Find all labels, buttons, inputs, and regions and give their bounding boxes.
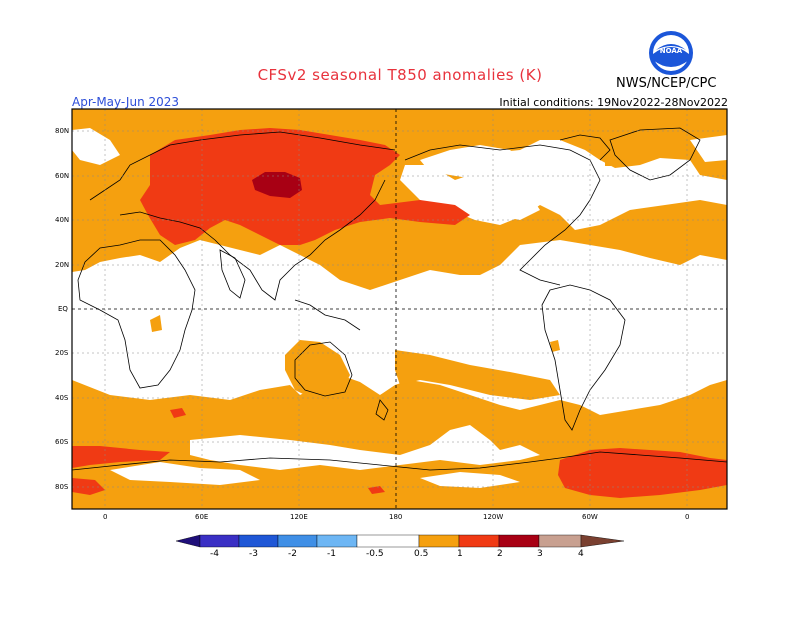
colorbar: [175, 534, 625, 548]
colorbar-swatch: [199, 534, 240, 548]
colorbar-swatch: [538, 534, 582, 548]
colorbar-label: -4: [210, 549, 219, 559]
colorbar-lower-triangle: [175, 534, 201, 548]
reference-lines: [72, 109, 727, 509]
lon-label: 180: [389, 513, 403, 521]
anomaly-neutral-regions: [72, 128, 727, 488]
noaa-logo-icon: NOAA: [649, 31, 693, 75]
lat-label: 80S: [55, 483, 69, 491]
colorbar-label: 2: [497, 549, 503, 559]
coastlines: [71, 127, 728, 471]
agency-label: NWS/NCEP/CPC: [616, 76, 717, 91]
colorbar-swatch: [458, 534, 500, 548]
lat-label: EQ: [58, 305, 68, 313]
colorbar-label: 3: [537, 549, 543, 559]
lat-label: 40N: [55, 216, 70, 224]
lon-label: 120W: [483, 513, 504, 521]
initial-conditions-label: Initial conditions: 19Nov2022-28Nov2022: [499, 96, 728, 109]
map-title: CFSv2 seasonal T850 anomalies (K): [257, 66, 543, 84]
lon-label: 120E: [290, 513, 308, 521]
colorbar-label: 0.5: [414, 549, 429, 559]
colorbar-label: -3: [249, 549, 258, 559]
colorbar-swatch: [238, 534, 279, 548]
colorbar-swatch: [316, 534, 358, 548]
colorbar-label: 4: [578, 549, 584, 559]
lat-label: 60N: [55, 172, 70, 180]
lon-label: 60W: [582, 513, 598, 521]
season-label: Apr-May-Jun 2023: [72, 95, 180, 109]
colorbar-upper-triangle: [580, 534, 625, 548]
colorbar-label: -0.5: [366, 549, 384, 559]
colorbar-swatch: [498, 534, 540, 548]
colorbar-swatch: [356, 534, 420, 548]
colorbar-swatch: [277, 534, 318, 548]
svg-text:NOAA: NOAA: [660, 47, 683, 55]
anomaly-dark-red-regions: [252, 172, 302, 198]
lat-label: 20S: [55, 349, 69, 357]
colorbar-swatch: [418, 534, 460, 548]
lon-label: 60E: [195, 513, 209, 521]
lon-label: 0: [103, 513, 108, 521]
colorbar-label: -2: [288, 549, 297, 559]
colorbar-label: 1: [457, 549, 463, 559]
anomaly-red-regions: [72, 128, 727, 498]
colorbar-label: -1: [327, 549, 336, 559]
map-frame: [71, 108, 728, 510]
lat-label: 60S: [55, 438, 69, 446]
lat-label: 80N: [55, 127, 70, 135]
lat-label: 40S: [55, 394, 69, 402]
lat-label: 20N: [55, 261, 70, 269]
lon-label: 0: [685, 513, 690, 521]
